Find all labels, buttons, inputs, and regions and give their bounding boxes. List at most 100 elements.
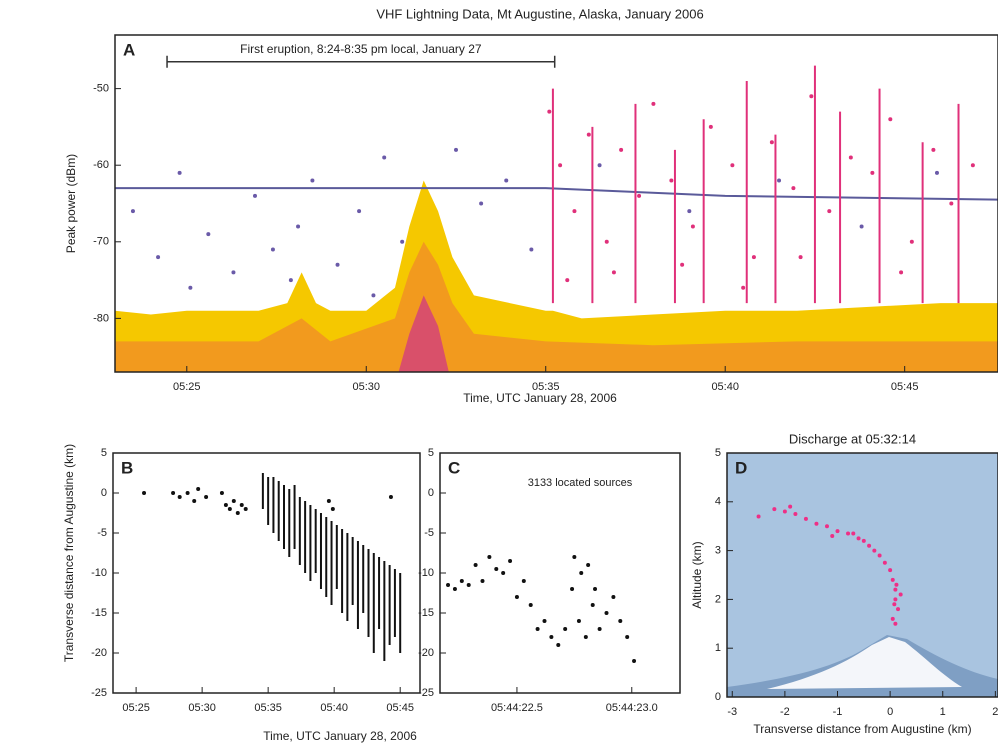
source-point: [547, 109, 552, 114]
noise-line: [115, 187, 998, 201]
y-tick-label: -10: [91, 567, 107, 579]
x-tick-label: 05:35: [532, 381, 560, 393]
panel-letter: A: [123, 40, 135, 59]
source-point: [330, 507, 335, 511]
source-point: [899, 270, 904, 275]
source-point: [188, 285, 193, 290]
source-point: [846, 531, 851, 536]
source-point: [793, 512, 798, 516]
y-tick-label: -5: [424, 527, 434, 539]
source-point: [782, 509, 787, 514]
source-point: [243, 507, 248, 511]
source-point: [597, 163, 602, 168]
source-point: [494, 567, 499, 571]
source-point: [528, 603, 533, 607]
source-point: [487, 555, 492, 559]
source-point: [772, 507, 777, 512]
source-point: [611, 270, 616, 275]
source-point: [558, 163, 563, 168]
y-axis-label: Peak power (dBm): [64, 154, 78, 253]
source-point: [882, 560, 887, 565]
source-point: [130, 209, 135, 214]
x-tick-label: 05:25: [173, 381, 201, 393]
source-point: [949, 201, 954, 206]
panel: [727, 453, 998, 697]
source-point: [893, 587, 898, 592]
plot-frame: [114, 34, 998, 373]
y-axis-label: Altitude (km): [690, 541, 704, 608]
source-point: [504, 178, 509, 183]
annotation: 3133 located sources: [528, 477, 633, 489]
source-point: [618, 619, 623, 623]
source-point: [777, 178, 782, 183]
x-tick-label: 05:44:23.0: [606, 702, 658, 714]
source-point: [632, 659, 637, 663]
source-point: [593, 587, 598, 591]
source-point: [590, 603, 595, 607]
annotation: First eruption, 8:24-8:35 pm local, Janu…: [240, 42, 482, 56]
source-point: [206, 232, 211, 237]
source-point: [501, 571, 506, 575]
plot-frame: [726, 452, 998, 698]
source-point: [756, 514, 761, 519]
source-point: [479, 201, 484, 206]
y-tick-label: 0: [101, 487, 107, 499]
source-point: [586, 563, 591, 567]
source-point: [604, 239, 609, 244]
panel-letter: C: [448, 458, 460, 477]
source-point: [227, 507, 232, 511]
source-point: [867, 543, 872, 548]
source-point: [586, 132, 591, 137]
source-point: [848, 155, 853, 160]
source-point: [814, 521, 819, 526]
source-point: [669, 178, 674, 183]
y-tick-label: 2: [715, 593, 721, 605]
y-tick-label: 0: [715, 691, 721, 703]
chart-title: Discharge at 05:32:14: [789, 431, 916, 446]
source-point: [310, 178, 315, 183]
source-point: [788, 504, 793, 509]
source-point: [835, 529, 840, 534]
x-tick-label: 05:25: [122, 702, 150, 714]
source-point: [480, 579, 485, 583]
source-point: [556, 643, 561, 647]
y-tick-label: -80: [93, 312, 109, 324]
source-point: [604, 611, 609, 615]
source-point: [890, 577, 895, 582]
source-point: [861, 538, 866, 543]
source-point: [898, 592, 903, 597]
x-axis-label: Time, UTC January 28, 2006: [263, 729, 417, 743]
source-point: [611, 595, 616, 599]
x-tick-label: 05:30: [352, 381, 380, 393]
source-point: [708, 124, 713, 129]
source-point: [859, 224, 864, 229]
source-point: [809, 94, 814, 99]
mountain-snow: [767, 637, 962, 689]
source-point: [204, 495, 209, 499]
source-point: [893, 621, 898, 626]
source-point: [791, 186, 796, 191]
source-point: [192, 499, 197, 503]
source-point: [400, 239, 405, 244]
x-tick-label: -2: [780, 706, 790, 718]
source-point: [231, 499, 236, 503]
panel: [115, 65, 998, 372]
source-point: [741, 285, 746, 290]
source-point: [892, 602, 897, 607]
source-point: [890, 616, 895, 621]
panel: [142, 473, 402, 661]
source-point: [466, 583, 471, 587]
y-tick-label: 5: [101, 447, 107, 459]
source-point: [680, 262, 685, 267]
source-point: [896, 607, 901, 612]
y-tick-label: 0: [428, 487, 434, 499]
source-point: [452, 587, 457, 591]
source-point: [872, 548, 877, 553]
y-tick-label: -5: [97, 527, 107, 539]
source-point: [563, 627, 568, 631]
x-tick-label: 05:35: [254, 702, 282, 714]
source-point: [508, 559, 513, 563]
source-point: [371, 293, 376, 298]
source-point: [521, 579, 526, 583]
x-tick-label: -1: [833, 706, 843, 718]
